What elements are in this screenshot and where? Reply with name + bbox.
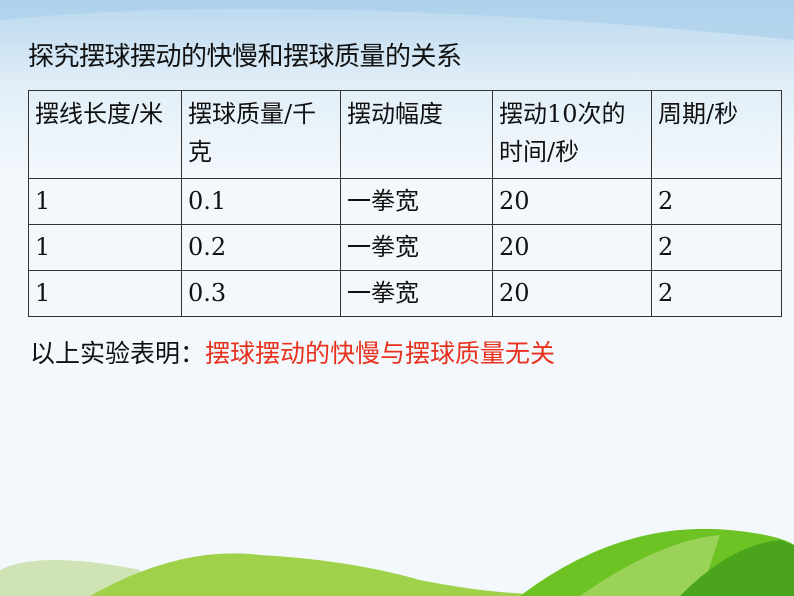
table-cell: 1 — [28, 270, 182, 317]
header-cell: 周期/秒 — [651, 90, 782, 179]
header-cell: 摆线长度/米 — [28, 90, 182, 179]
table-cell: 0.2 — [181, 224, 341, 271]
header-cell: 摆动10次的时间/秒 — [492, 90, 652, 179]
table-header-row: 摆线长度/米 摆球质量/千克 摆动幅度 摆动10次的时间/秒 周期/秒 — [28, 90, 782, 179]
table-cell: 一拳宽 — [340, 270, 493, 317]
table-row: 1 0.3 一拳宽 20 2 — [28, 270, 782, 317]
table-row: 1 0.1 一拳宽 20 2 — [28, 178, 782, 225]
header-cell: 摆球质量/千克 — [181, 90, 341, 179]
table-cell: 20 — [492, 270, 652, 317]
table-cell: 2 — [651, 270, 782, 317]
table-cell: 20 — [492, 224, 652, 271]
table-cell: 2 — [651, 178, 782, 225]
conclusion-prefix: 以上实验表明： — [30, 339, 206, 368]
header-cell: 摆动幅度 — [340, 90, 493, 179]
table-cell: 1 — [28, 178, 182, 225]
table-cell: 0.1 — [181, 178, 341, 225]
table-cell: 一拳宽 — [340, 224, 493, 271]
table-cell: 1 — [28, 224, 182, 271]
table-cell: 一拳宽 — [340, 178, 493, 225]
slide-title: 探究摆球摆动的快慢和摆球质量的关系 — [28, 42, 462, 72]
table-row: 1 0.2 一拳宽 20 2 — [28, 224, 782, 271]
conclusion: 以上实验表明：摆球摆动的快慢与摆球质量无关 — [30, 334, 555, 370]
table-cell: 0.3 — [181, 270, 341, 317]
data-table: 摆线长度/米 摆球质量/千克 摆动幅度 摆动10次的时间/秒 周期/秒 1 0.… — [28, 90, 782, 317]
conclusion-highlight: 摆球摆动的快慢与摆球质量无关 — [205, 339, 556, 368]
table-cell: 2 — [651, 224, 782, 271]
table-cell: 20 — [492, 178, 652, 225]
